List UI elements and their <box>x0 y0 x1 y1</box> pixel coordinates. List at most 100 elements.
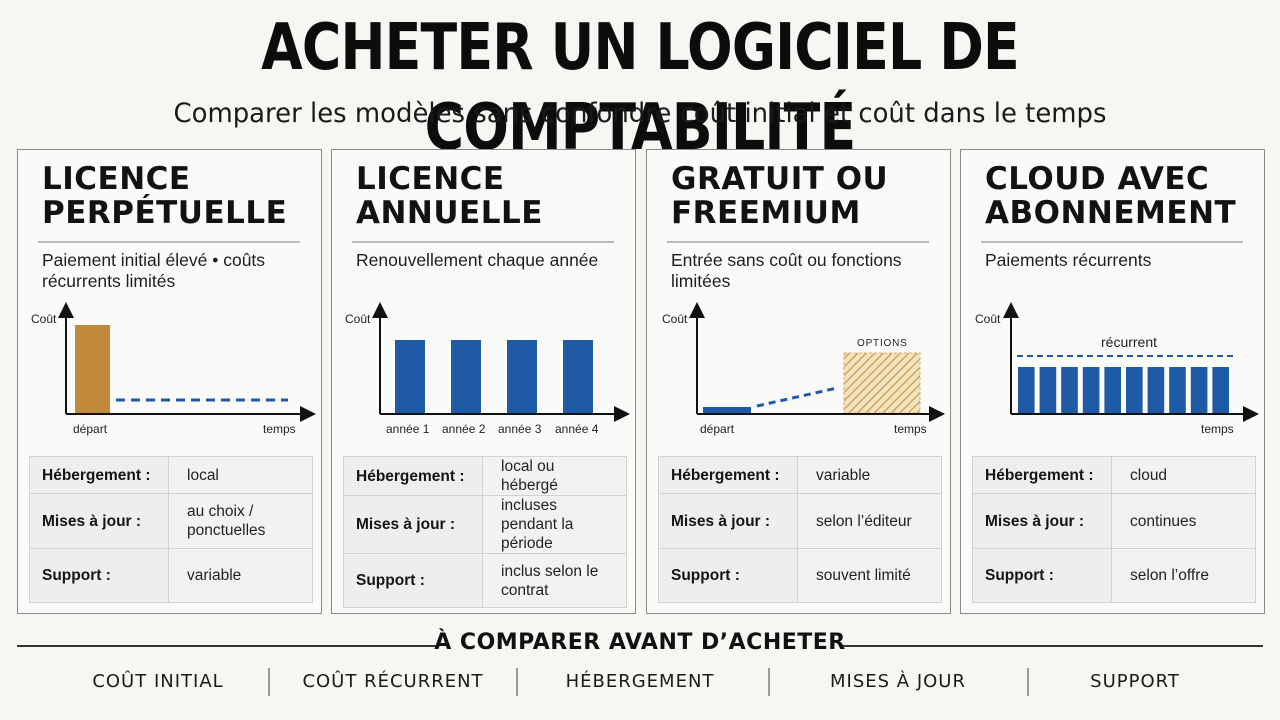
subscription-payment-bar <box>1039 367 1057 414</box>
table-row: Hébergement : variable <box>658 456 942 494</box>
card-description: Entrée sans coût ou fonctions limitées <box>671 250 902 291</box>
divider <box>981 241 1243 243</box>
card-title: LICENCE ANNUELLE <box>356 162 626 230</box>
row-value: selon l’offre <box>1111 548 1256 603</box>
chart-graphic <box>58 302 316 422</box>
table-row: Support : souvent limité <box>658 548 942 603</box>
bottom-title: À COMPARER AVANT D’ACHETER <box>434 630 846 655</box>
annual-payment-bar <box>563 340 593 414</box>
card-title-line1: LICENCE <box>356 161 505 197</box>
growth-dashed-line <box>756 386 838 408</box>
row-key: Mises à jour : <box>343 495 483 554</box>
subscription-payment-bar <box>1082 367 1100 414</box>
row-key: Hébergement : <box>658 456 798 494</box>
row-key: Support : <box>972 548 1112 603</box>
card-title-line1: GRATUIT OU <box>671 161 889 197</box>
criterion-recurring-cost: COÛT RÉCURRENT <box>302 671 484 692</box>
row-value: inclus selon le contrat <box>482 553 627 608</box>
initial-cost-bar <box>75 325 110 414</box>
card-description: Paiement initial élevé • coûts récurrent… <box>42 250 266 291</box>
free-base-bar <box>703 407 751 413</box>
criterion-support: SUPPORT <box>1090 671 1180 692</box>
divider <box>843 645 1263 647</box>
subtitle: Comparer les modèles sans confondre coût… <box>173 98 1107 129</box>
criterion-hosting: HÉBERGEMENT <box>565 671 715 692</box>
annual-payment-bar <box>395 340 425 414</box>
x-label-start: départ <box>700 422 735 436</box>
row-value: local <box>168 456 313 494</box>
row-key: Hébergement : <box>972 456 1112 494</box>
row-value: au choix / ponctuelles <box>168 493 313 549</box>
divider <box>352 241 614 243</box>
table-row: Support : variable <box>29 548 313 603</box>
y-axis-label: Coût <box>31 312 57 326</box>
row-key: Support : <box>343 553 483 608</box>
divider <box>38 241 300 243</box>
subscription-payment-bar <box>1104 367 1121 414</box>
annual-payment-bar <box>451 340 481 414</box>
x-label-start: départ <box>73 422 108 436</box>
info-table: Hébergement : local ou hébergé Mises à j… <box>343 456 627 608</box>
card-title-line2: PERPÉTUELLE <box>42 195 288 231</box>
card-title: CLOUD AVEC ABONNEMENT <box>985 162 1255 230</box>
info-table: Hébergement : variable Mises à jour : se… <box>658 456 942 603</box>
separator <box>516 668 518 696</box>
y-axis-label: Coût <box>975 312 1001 326</box>
criterion-initial-cost: COÛT INITIAL <box>92 671 224 692</box>
row-key: Mises à jour : <box>29 493 169 549</box>
chart-graphic <box>689 302 945 422</box>
card-perpetual-license: LICENCE PERPÉTUELLE Paiement initial éle… <box>17 149 322 614</box>
cost-chart: Coût année 1 année 2 année 3 année 4 <box>332 300 637 440</box>
subscription-payment-bar <box>1126 367 1143 414</box>
card-cloud-subscription: CLOUD AVEC ABONNEMENT Paiements récurren… <box>960 149 1265 614</box>
card-description: Renouvellement chaque année <box>356 250 599 270</box>
info-table: Hébergement : local Mises à jour : au ch… <box>29 456 313 603</box>
row-key: Mises à jour : <box>658 493 798 549</box>
table-row: Support : selon l’offre <box>972 548 1256 603</box>
cost-chart: Coût OPTIONS départ temps <box>647 300 952 440</box>
chart-graphic <box>372 302 630 422</box>
x-label-end: temps <box>894 422 927 436</box>
card-description: Paiements récurrents <box>985 250 1152 270</box>
row-key: Support : <box>29 548 169 603</box>
subscription-payment-bar <box>1190 367 1208 414</box>
separator <box>768 668 770 696</box>
card-title-line2: ABONNEMENT <box>985 195 1237 231</box>
table-row: Mises à jour : incluses pendant la pério… <box>343 495 627 554</box>
cost-chart: Coût départ temps <box>18 300 323 440</box>
x-label-end: temps <box>263 422 296 436</box>
row-key: Support : <box>658 548 798 603</box>
cost-chart: Coût récurrent temps <box>961 300 1266 440</box>
subscription-payment-bar <box>1212 367 1229 414</box>
subscription-payment-bar <box>1018 367 1035 414</box>
divider <box>667 241 929 243</box>
row-value: variable <box>797 456 942 494</box>
table-row: Hébergement : cloud <box>972 456 1256 494</box>
y-axis-label: Coût <box>345 312 371 326</box>
tick-label: année 3 <box>498 422 542 436</box>
row-value: incluses pendant la période <box>482 495 627 554</box>
tick-label: année 2 <box>442 422 486 436</box>
row-value: souvent limité <box>797 548 942 603</box>
chart-graphic <box>1003 302 1259 422</box>
table-row: Mises à jour : au choix / ponctuelles <box>29 493 313 549</box>
recurring-label: récurrent <box>1101 334 1158 350</box>
table-row: Mises à jour : selon l’éditeur <box>658 493 942 549</box>
row-value: continues <box>1111 493 1256 549</box>
table-row: Mises à jour : continues <box>972 493 1256 549</box>
x-label-end: temps <box>1201 422 1234 436</box>
row-value: cloud <box>1111 456 1256 494</box>
separator <box>268 668 270 696</box>
subscription-payment-bar <box>1169 367 1186 414</box>
card-title-line1: LICENCE <box>42 161 191 197</box>
table-row: Support : inclus selon le contrat <box>343 553 627 608</box>
tick-label: année 4 <box>555 422 599 436</box>
card-title: LICENCE PERPÉTUELLE <box>42 162 312 230</box>
row-key: Hébergement : <box>29 456 169 494</box>
tick-label: année 1 <box>386 422 430 436</box>
card-title-line1: CLOUD AVEC <box>985 161 1210 197</box>
card-title-line2: ANNUELLE <box>356 195 543 231</box>
divider <box>17 645 437 647</box>
subscription-payment-bar <box>1147 367 1165 414</box>
criterion-updates: MISES À JOUR <box>830 671 966 692</box>
